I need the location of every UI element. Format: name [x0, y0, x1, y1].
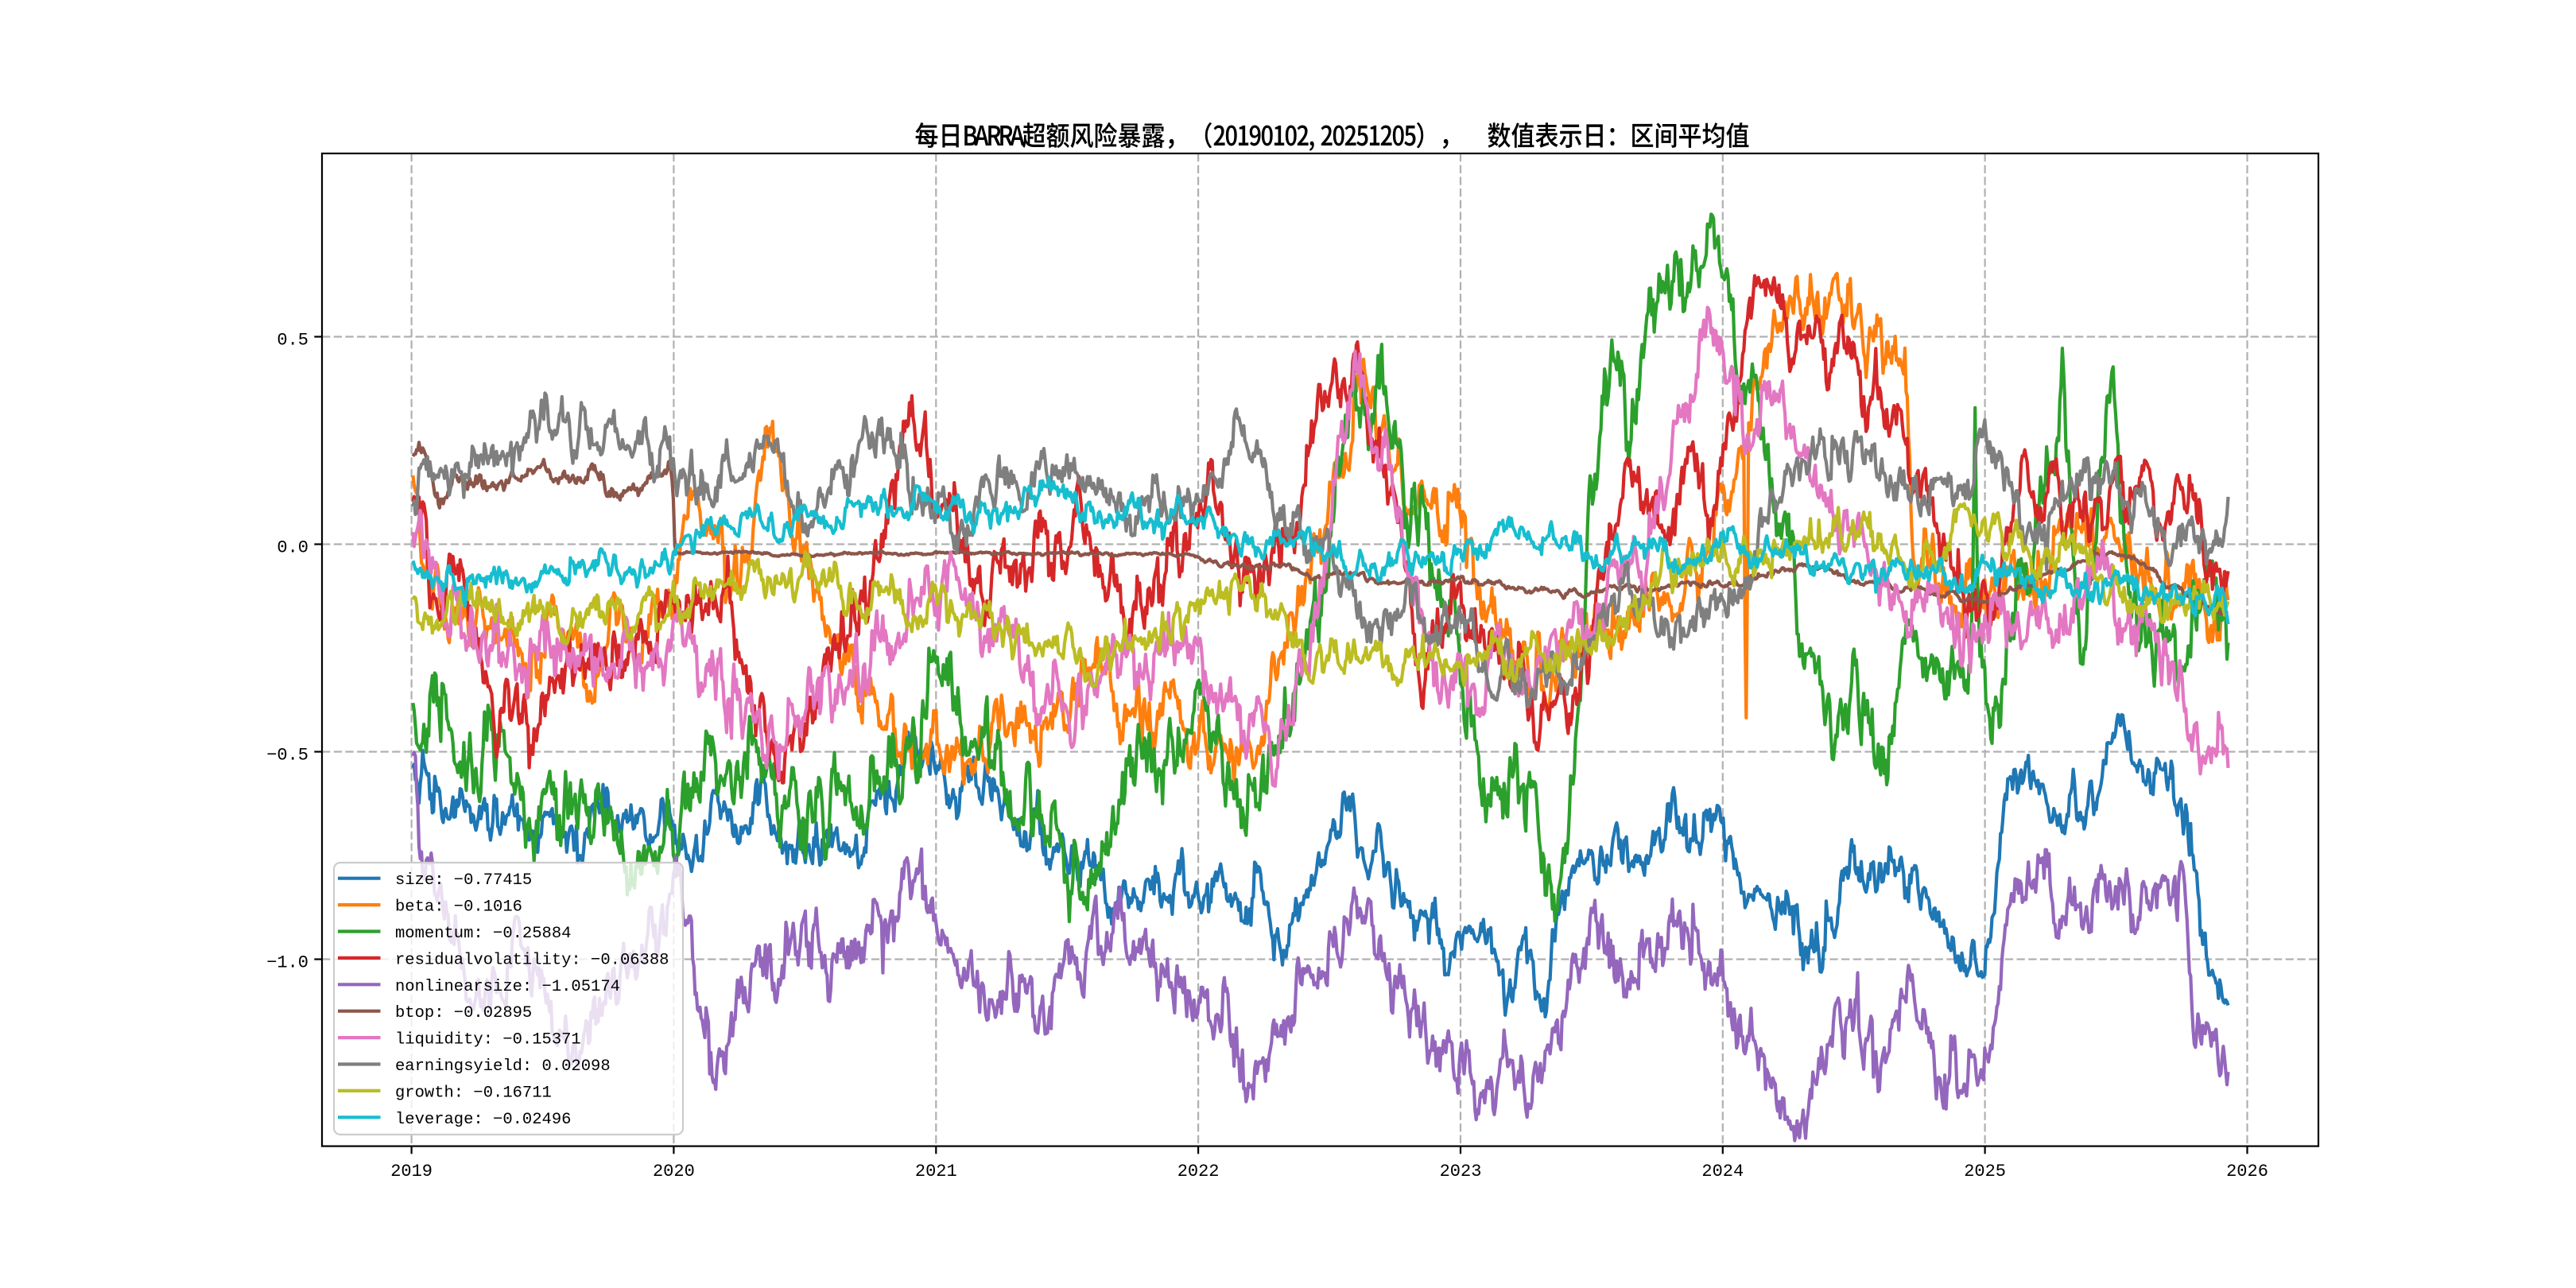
svg-text:earningsyield: 0.02098: earningsyield: 0.02098: [395, 1057, 611, 1076]
svg-text:beta: −0.1016: beta: −0.1016: [395, 898, 522, 917]
svg-text:nonlinearsize: −1.05174: nonlinearsize: −1.05174: [395, 978, 620, 996]
svg-text:2021: 2021: [915, 1162, 957, 1181]
svg-text:liquidity: −0.15371: liquidity: −0.15371: [395, 1031, 581, 1049]
svg-text:leverage: −0.02496: leverage: −0.02496: [395, 1111, 571, 1129]
svg-text:residualvolatility: −0.06388: residualvolatility: −0.06388: [395, 951, 669, 969]
svg-text:2020: 2020: [653, 1162, 695, 1181]
svg-text:2024: 2024: [1701, 1162, 1744, 1181]
svg-text:−1.0: −1.0: [266, 953, 308, 973]
svg-text:−0.5: −0.5: [266, 746, 308, 766]
svg-text:0.0: 0.0: [277, 538, 308, 558]
svg-text:2019: 2019: [390, 1162, 433, 1181]
svg-text:2025: 2025: [1964, 1162, 2006, 1181]
svg-text:momentum: −0.25884: momentum: −0.25884: [395, 925, 571, 943]
svg-text:2023: 2023: [1440, 1162, 1482, 1181]
svg-text:growth: −0.16711: growth: −0.16711: [395, 1084, 552, 1102]
svg-text:2022: 2022: [1177, 1162, 1220, 1181]
svg-text:size: −0.77415: size: −0.77415: [395, 871, 532, 890]
svg-text:0.5: 0.5: [277, 331, 308, 351]
svg-text:2026: 2026: [2226, 1162, 2268, 1181]
svg-text:btop: −0.02895: btop: −0.02895: [395, 1004, 532, 1022]
